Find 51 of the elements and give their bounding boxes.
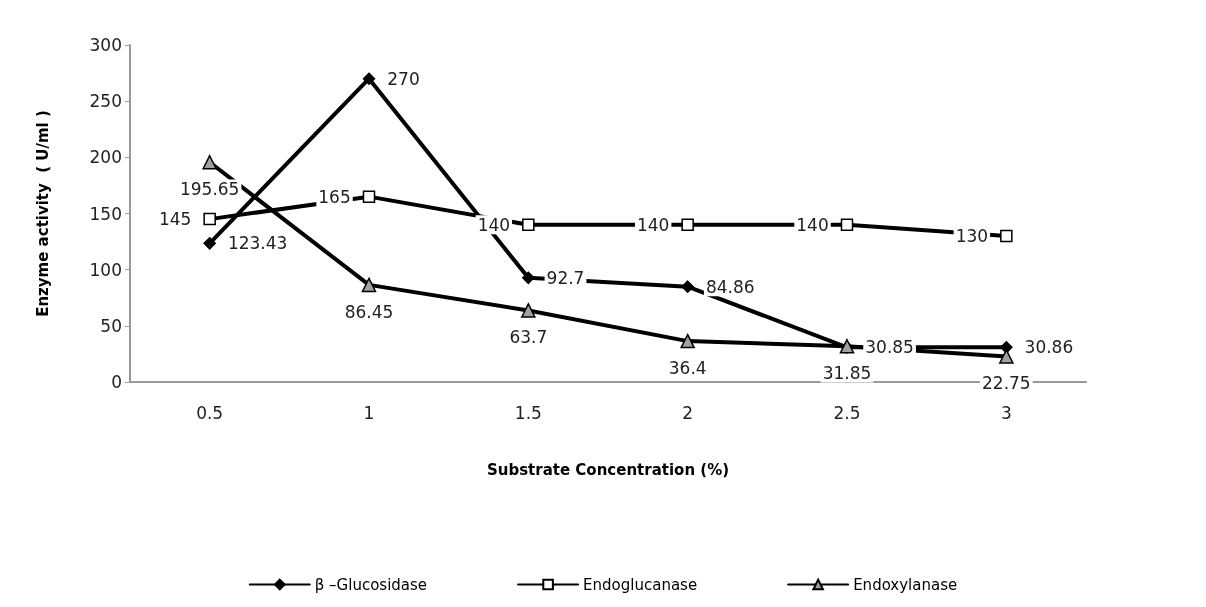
y-tick-label: 0 bbox=[111, 372, 122, 392]
legend-label: Endoxylanase bbox=[853, 575, 958, 594]
point bbox=[999, 349, 1014, 364]
data-label: 63.7 bbox=[509, 327, 548, 348]
y-tick-label: 100 bbox=[89, 259, 122, 280]
data-label: 140 bbox=[796, 214, 829, 235]
data-label: 195.65 bbox=[179, 178, 240, 199]
data-label: 165 bbox=[318, 186, 351, 207]
data-label: 123.43 bbox=[227, 233, 288, 254]
x-tick-label: 1.5 bbox=[514, 402, 542, 423]
point bbox=[840, 218, 854, 231]
y-tick-label: 250 bbox=[89, 91, 122, 112]
data-label: 270 bbox=[387, 68, 420, 89]
x-tick-label: 3 bbox=[1000, 402, 1012, 423]
x-tick-label: 2.5 bbox=[833, 402, 861, 423]
x-tick-label: 0.5 bbox=[196, 402, 224, 423]
point bbox=[522, 271, 535, 285]
point bbox=[522, 218, 535, 231]
point bbox=[362, 190, 376, 203]
data-label: 130 bbox=[955, 225, 989, 246]
point bbox=[1000, 229, 1013, 243]
data-label: 145 bbox=[158, 209, 192, 230]
data-label: 92.7 bbox=[546, 267, 585, 288]
point bbox=[521, 303, 536, 318]
data-label: 22.75 bbox=[982, 373, 1031, 394]
data-label: 36.4 bbox=[668, 357, 707, 378]
data-label: 31.85 bbox=[822, 362, 872, 383]
y-tick-label: 300 bbox=[89, 35, 122, 55]
point bbox=[202, 154, 217, 170]
point bbox=[361, 277, 377, 293]
x-axis-title: Substrate Concentration (%) bbox=[486, 460, 730, 479]
x-tick-label: 1 bbox=[363, 402, 375, 423]
point bbox=[681, 218, 694, 231]
y-tick-label: 50 bbox=[100, 315, 122, 336]
data-label: 140 bbox=[636, 214, 670, 235]
point bbox=[362, 72, 376, 85]
data-label: 84.86 bbox=[705, 276, 755, 297]
y-tick-label: 200 bbox=[89, 147, 122, 168]
y-axis-title: Enzyme activity ( U/ml ) bbox=[33, 110, 52, 317]
point bbox=[681, 280, 694, 293]
point bbox=[203, 212, 216, 226]
point bbox=[203, 237, 216, 250]
point bbox=[680, 333, 695, 349]
data-label: 30.86 bbox=[1024, 337, 1074, 358]
data-label: 140 bbox=[477, 214, 511, 235]
data-label: 30.85 bbox=[865, 337, 914, 358]
legend-label: β –Glucosidase bbox=[314, 575, 428, 594]
x-tick-label: 2 bbox=[682, 402, 694, 423]
legend-label: Endoglucanase bbox=[583, 575, 698, 594]
data-label: 86.45 bbox=[344, 301, 394, 322]
y-tick-label: 150 bbox=[89, 203, 122, 224]
